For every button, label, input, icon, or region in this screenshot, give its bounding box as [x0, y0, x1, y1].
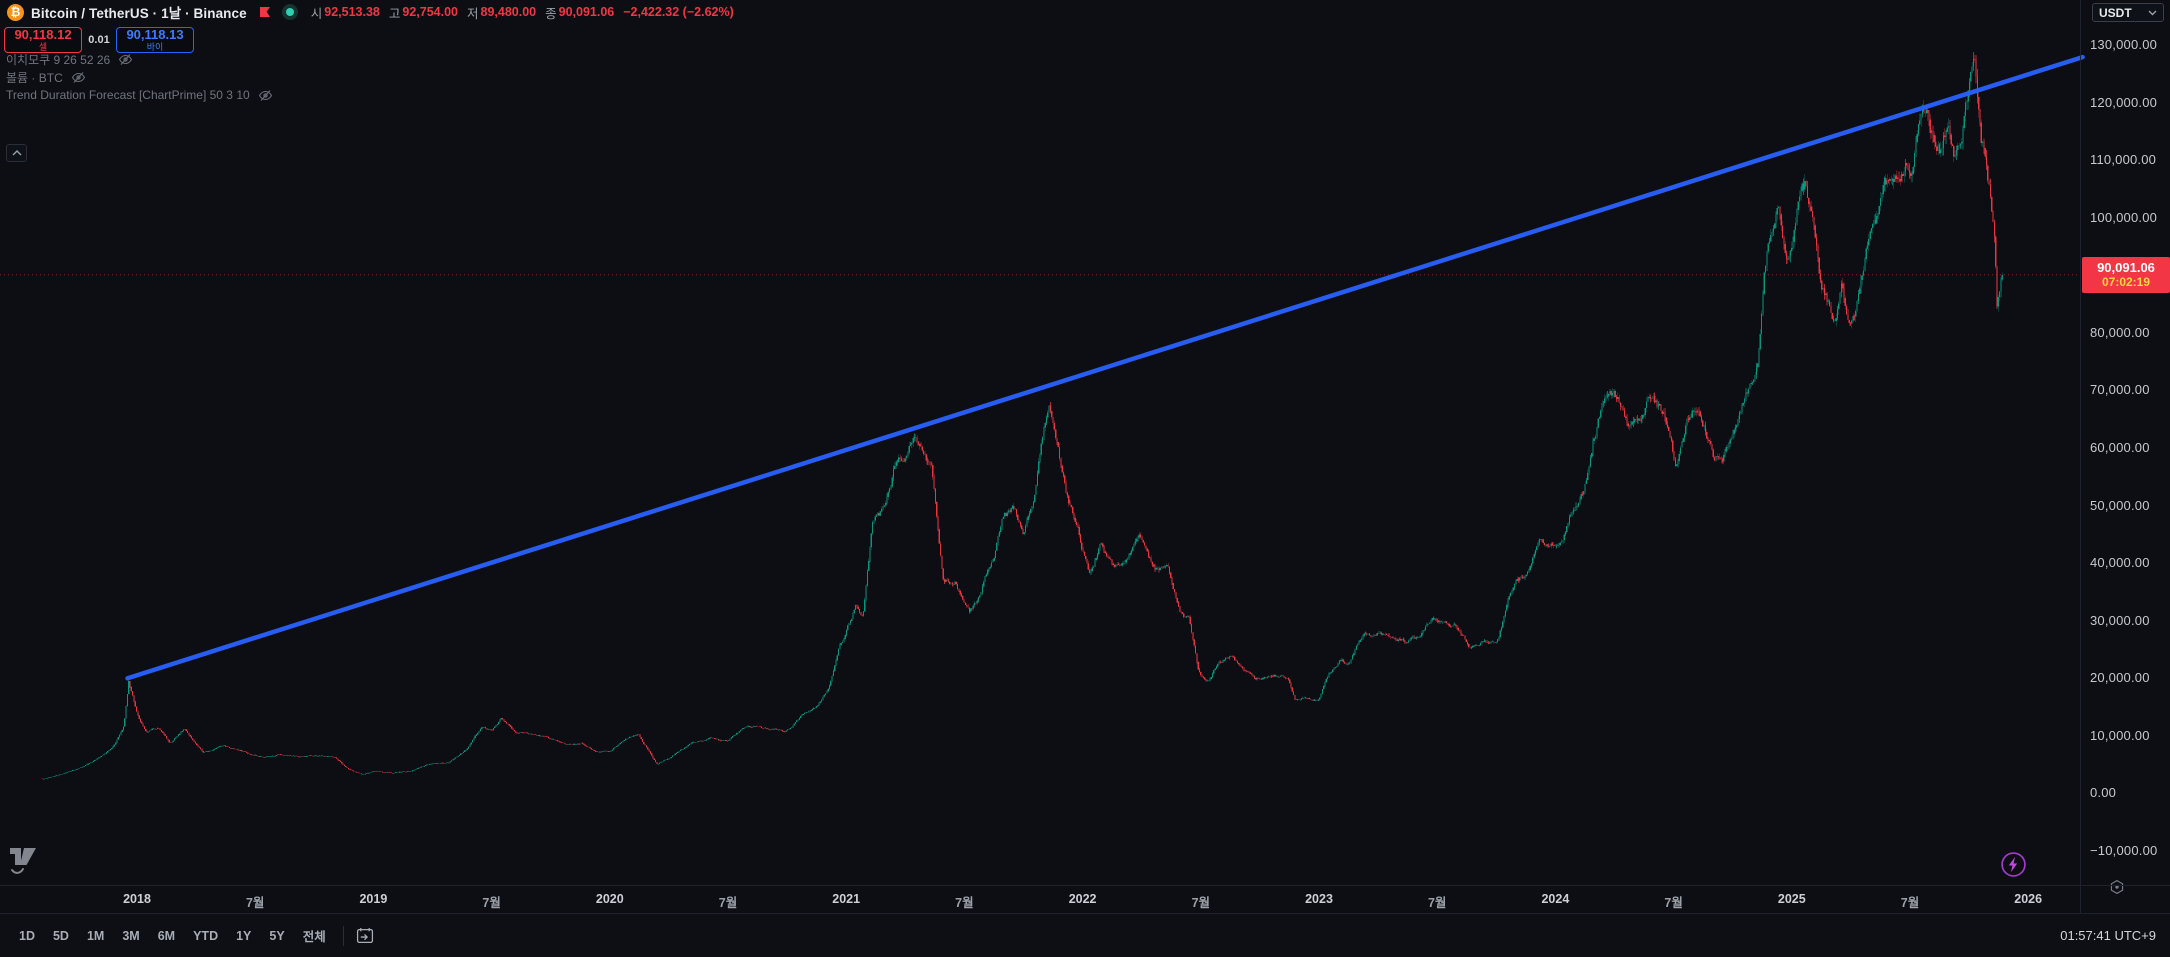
time-axis-label: 2018 — [123, 892, 151, 906]
high-label: 고 — [388, 6, 401, 21]
up-candle-wicks — [43, 51, 2003, 779]
session-clock[interactable]: 01:57:41 UTC+9 — [2060, 928, 2156, 943]
indicator-legend: 이치모쿠 9 26 52 26 볼륨 · BTC Trend Duration Fo… — [6, 50, 273, 104]
sell-price: 90,118.12 — [14, 27, 72, 42]
tradingview-logo-watermark — [8, 843, 50, 882]
down-candle-wicks — [42, 54, 1998, 780]
range-button-9-전체[interactable]: 전체 — [294, 921, 335, 950]
time-axis-label: 2025 — [1777, 892, 1806, 906]
range-button-1-1D[interactable]: 1D — [10, 924, 44, 948]
go-to-date-button[interactable] — [352, 923, 378, 949]
indicator-label: Trend Duration Forecast [ChartPrime] 50 … — [6, 88, 250, 102]
price-axis-label: 100,000.00 — [2090, 209, 2158, 225]
open-value: 92,513.38 — [324, 5, 380, 19]
eye-hidden-icon[interactable] — [258, 89, 273, 102]
time-axis-label: 7월 — [1191, 896, 1211, 910]
price-axis-label: 20,000.00 — [2090, 670, 2150, 686]
price-axis-label: 50,000.00 — [2090, 497, 2150, 513]
time-axis-label: 7월 — [1664, 896, 1683, 910]
currency-unit-selector[interactable]: USDT — [2092, 3, 2164, 22]
close-label: 종 — [545, 6, 557, 21]
time-axis-label: 7월 — [482, 896, 501, 910]
eye-hidden-icon[interactable] — [71, 71, 86, 84]
price-axis[interactable]: 130,000.00 120,000.00 110,000.00 100,000.00… — [2080, 0, 2170, 913]
calendar-icon — [356, 927, 373, 943]
bottom-toolbar: 1D 5D 1M 3M 6M YTD 1Y 5Y 전체 01:57:41 UTC+9 — [0, 913, 2170, 957]
price-scale-settings-icon[interactable] — [2109, 879, 2125, 900]
price-axis-label: 10,000.00 — [2090, 727, 2150, 743]
trade-panel: 90,118.12 셀 0.01 90,118.13 바이 — [4, 27, 194, 53]
low-value: 89,480.00 — [480, 5, 537, 19]
symbol-header: ₿ Bitcoin / TetherUS · 1날 · Binance 시 92,… — [7, 2, 734, 22]
price-axis-label: 70,000.00 — [2090, 382, 2150, 398]
price-axis-label: 60,000.00 — [2090, 439, 2150, 455]
time-axis-label: 2019 — [359, 892, 388, 906]
spread-value: 0.01 — [88, 34, 110, 46]
indicator-row[interactable]: 이치모쿠 9 26 52 26 — [6, 50, 273, 68]
time-axis-label: 7월 — [1900, 896, 1920, 910]
trendline-drawing[interactable] — [125, 54, 2085, 681]
indicator-label: 이치모쿠 9 26 52 26 — [6, 52, 111, 67]
date-range-buttons: 1D 5D 1M 3M 6M YTD 1Y 5Y 전체 — [10, 921, 335, 950]
ohlc-readout: 시 92,513.38 고 92,754.00 저 89,480.00 종 90,091… — [311, 3, 734, 22]
range-button-6-YTD[interactable]: YTD — [184, 924, 227, 948]
price-axis-label: 80,000.00 — [2090, 324, 2150, 340]
indicator-label: 볼륨 · BTC — [6, 70, 63, 85]
range-button-3-1M[interactable]: 1M — [78, 924, 113, 948]
high-value: 92,754.00 — [402, 5, 458, 19]
time-axis-label: 2023 — [1305, 892, 1333, 906]
open-label: 시 — [310, 6, 323, 21]
up-candle-bodies — [43, 58, 2003, 780]
time-axis-label: 7월 — [955, 896, 974, 910]
currency-value: USDT — [2099, 5, 2132, 20]
price-axis-label: 110,000.00 — [2090, 152, 2157, 168]
buy-price: 90,118.13 — [126, 27, 184, 42]
time-axis-label: 2026 — [2014, 892, 2043, 906]
buy-button[interactable]: 90,118.13 바이 — [116, 27, 194, 53]
time-axis-label: 2020 — [595, 892, 624, 906]
price-axis-label: 40,000.00 — [2090, 555, 2150, 571]
last-price-value: 90,091.06 — [2097, 259, 2155, 275]
close-value: 90,091.06 — [558, 5, 615, 19]
legend-collapse-button[interactable] — [6, 144, 27, 162]
range-button-2-5D[interactable]: 5D — [44, 924, 78, 948]
range-button-5-6M[interactable]: 6M — [149, 924, 184, 948]
buy-label: 바이 — [146, 42, 164, 52]
range-button-8-5Y[interactable]: 5Y — [260, 924, 293, 948]
down-candle-bodies — [41, 58, 1998, 780]
time-axis-label: 2021 — [832, 892, 861, 906]
symbol-title[interactable]: Bitcoin / TetherUS · 1날 · Binance — [31, 6, 247, 21]
price-axis-label: 130,000.00 — [2090, 37, 2158, 52]
bar-countdown: 07:02:19 — [2101, 274, 2151, 289]
toolbar-divider — [342, 925, 344, 946]
indicator-row[interactable]: 볼륨 · BTC — [6, 68, 273, 86]
price-axis-label: 120,000.00 — [2090, 94, 2158, 110]
chevron-down-icon — [2148, 10, 2157, 16]
time-axis-label: 2022 — [1068, 892, 1097, 906]
sell-button[interactable]: 90,118.12 셀 — [4, 27, 82, 53]
sell-label: 셀 — [38, 42, 48, 52]
chevron-up-icon — [12, 150, 21, 156]
time-axis-label: 7월 — [1427, 896, 1447, 910]
range-button-7-1Y[interactable]: 1Y — [227, 924, 260, 948]
time-axis-label: 7월 — [718, 896, 738, 910]
bitcoin-logo-icon: ₿ — [7, 3, 24, 21]
last-price-label: 90,091.06 07:02:19 — [2082, 256, 2170, 293]
price-axis-label: −10,000.00 — [2090, 842, 2158, 858]
range-button-4-3M[interactable]: 3M — [113, 924, 148, 948]
instant-trading-lightning-icon[interactable] — [2000, 851, 2027, 881]
time-axis[interactable]: 2018 7월 2019 7월 2020 7월 2021 7월 2022 7월 2023 7월 2024… — [0, 885, 2170, 913]
low-label: 저 — [467, 6, 479, 21]
market-status-icon[interactable] — [281, 4, 298, 20]
price-axis-label: 0.00 — [2090, 785, 2117, 801]
price-axis-label: 30,000.00 — [2090, 612, 2150, 628]
time-axis-label: 2024 — [1541, 892, 1570, 906]
time-axis-label: 7월 — [245, 896, 265, 910]
eye-hidden-icon[interactable] — [118, 53, 133, 66]
indicator-row[interactable]: Trend Duration Forecast [ChartPrime] 50 … — [6, 86, 273, 104]
red-flag-icon[interactable] — [258, 6, 272, 19]
change-value: −2,422.32 (−2.62%) — [623, 5, 734, 19]
